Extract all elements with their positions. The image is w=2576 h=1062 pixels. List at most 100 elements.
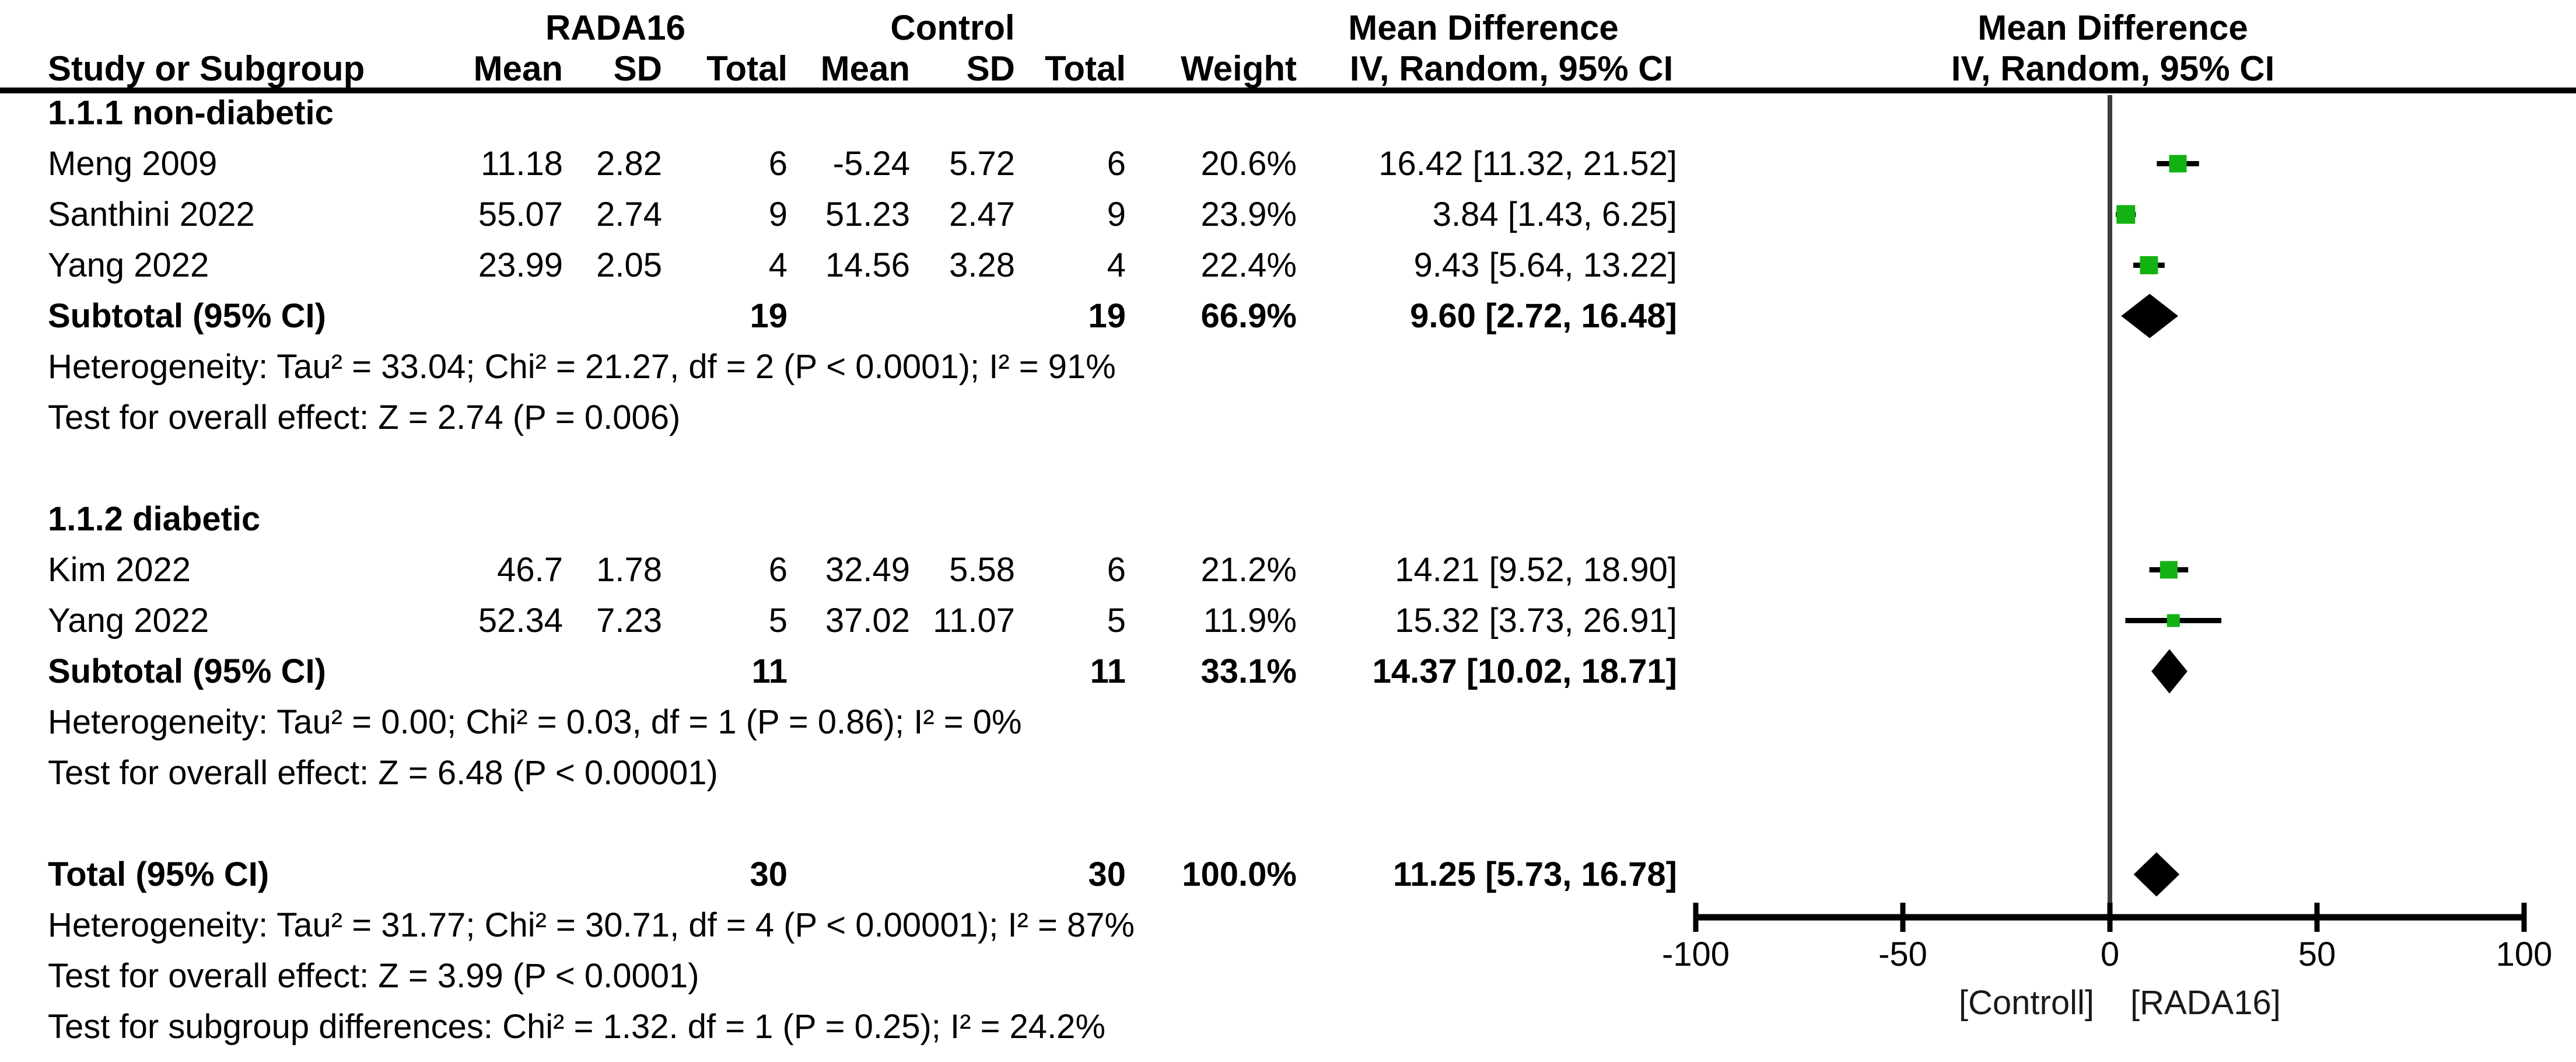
- total-control: 11: [1090, 652, 1126, 690]
- ci-value: 9.60 [2.72, 16.48]: [1410, 297, 1677, 335]
- heterogeneity-line: Heterogeneity: Tau² = 31.77; Chi² = 30.7…: [48, 906, 1135, 944]
- axis-tick-label: 0: [2101, 935, 2119, 973]
- total-diamond: [2133, 852, 2180, 897]
- total-experimental: 19: [750, 297, 788, 335]
- sd-control: 2.47: [949, 195, 1015, 233]
- total-experimental: 30: [750, 855, 788, 893]
- sd-experimental: 7.23: [596, 602, 662, 640]
- stat-row: Test for overall effect: Z = 3.99 (P < 0…: [0, 951, 2576, 1001]
- total-control: 30: [1088, 855, 1126, 893]
- study-label: Total (95% CI): [48, 855, 270, 893]
- favours-experimental-label: [RADA16]: [2130, 984, 2281, 1022]
- subtotal-row: Subtotal (95% CI) 11 11 33.1% 14.37 [10.02, …: [0, 646, 2576, 697]
- weight-value: 23.9%: [1200, 195, 1297, 233]
- mean-experimental: 46.7: [497, 551, 563, 589]
- sd-experimental: 2.74: [596, 195, 662, 233]
- overall-effect-line: Test for overall effect: Z = 2.74 (P = 0…: [48, 399, 681, 436]
- total-experimental: 6: [768, 551, 788, 589]
- col-header-sd-exp: SD: [613, 49, 662, 88]
- effect-square: [2166, 614, 2180, 627]
- subtotal-row: Subtotal (95% CI) 19 19 66.9% 9.60 [2.72, 16…: [0, 291, 2576, 341]
- mean-experimental: 55.07: [478, 195, 563, 233]
- total-row: Total (95% CI) 30 30 100.0% 11.25 [5.73, 16.…: [0, 849, 2576, 900]
- sd-control: 11.07: [933, 602, 1015, 640]
- effect-column-header: Mean Difference: [1348, 8, 1619, 47]
- sd-control: 3.28: [949, 246, 1015, 284]
- study-label: Subtotal (95% CI): [48, 652, 326, 690]
- weight-value: 21.2%: [1200, 551, 1297, 589]
- weight-value: 100.0%: [1182, 855, 1297, 893]
- mean-experimental: 52.34: [478, 602, 563, 640]
- stat-row: Heterogeneity: Tau² = 33.04; Chi² = 21.2…: [0, 341, 2576, 392]
- effect-square: [2169, 155, 2187, 173]
- total-control: 9: [1107, 195, 1126, 233]
- control-group-header: Control: [890, 8, 1015, 47]
- mean-control: 37.02: [825, 602, 910, 640]
- subgroup-label: 1.1.1 non-diabetic: [48, 94, 334, 132]
- col-header-study: Study or Subgroup: [48, 49, 365, 88]
- effect-square: [2140, 256, 2158, 274]
- subgroup-differences-line: Test for subgroup differences: Chi² = 1.…: [48, 1008, 1106, 1046]
- weight-value: 22.4%: [1200, 246, 1297, 284]
- total-experimental: 9: [768, 195, 788, 233]
- ci-value: 14.37 [10.02, 18.71]: [1372, 652, 1677, 690]
- group-row: 1.1.2 diabetic: [0, 494, 2576, 544]
- ci-value: 16.42 [11.32, 21.52]: [1378, 145, 1677, 183]
- overall-effect-line: Test for overall effect: Z = 6.48 (P < 0…: [48, 754, 718, 792]
- favours-control-label: [Controll]: [1959, 984, 2094, 1022]
- total-control: 5: [1107, 602, 1126, 640]
- col-header-ci: IV, Random, 95% CI: [1349, 49, 1674, 88]
- mean-control: 14.56: [825, 246, 910, 284]
- heterogeneity-line: Heterogeneity: Tau² = 0.00; Chi² = 0.03,…: [48, 703, 1022, 741]
- mean-control: 32.49: [825, 551, 910, 589]
- study-row: Yang 2022 23.99 2.05 4 14.56 3.28 4 22.4% 9.43 […: [0, 240, 2576, 291]
- col-header-mean-exp: Mean: [473, 49, 563, 88]
- total-control: 19: [1088, 297, 1126, 335]
- col-header-ci-plot: IV, Random, 95% CI: [1951, 49, 2275, 88]
- col-header-weight: Weight: [1181, 49, 1297, 88]
- sd-control: 5.58: [949, 551, 1015, 589]
- mean-control: -5.24: [832, 145, 910, 183]
- weight-value: 20.6%: [1200, 145, 1297, 183]
- weight-value: 33.1%: [1200, 652, 1297, 690]
- axis-tick-label: 50: [2298, 935, 2336, 973]
- stat-row: Test for subgroup differences: Chi² = 1.…: [0, 1001, 2576, 1052]
- subgroup-label: 1.1.2 diabetic: [48, 500, 261, 538]
- effect-plot-header: Mean Difference: [1978, 8, 2248, 47]
- subtotal-diamond: [2121, 294, 2179, 338]
- study-row: Kim 2022 46.7 1.78 6 32.49 5.58 6 21.2% 14.21 [9…: [0, 544, 2576, 595]
- mean-control: 51.23: [825, 195, 910, 233]
- stat-row: Heterogeneity: Tau² = 0.00; Chi² = 0.03,…: [0, 697, 2576, 747]
- study-label: Meng 2009: [48, 145, 218, 183]
- study-row: Santhini 2022 55.07 2.74 9 51.23 2.47 9 23.9% 3.…: [0, 189, 2576, 240]
- experimental-group-header: RADA16: [545, 8, 686, 47]
- effect-square: [2116, 205, 2136, 224]
- ci-value: 14.21 [9.52, 18.90]: [1395, 551, 1677, 589]
- total-experimental: 5: [768, 602, 788, 640]
- col-header-mean-ctl: Mean: [820, 49, 910, 88]
- study-label: Yang 2022: [48, 246, 209, 284]
- total-control: 4: [1107, 246, 1126, 284]
- study-row: Yang 2022 52.34 7.23 5 37.02 11.07 5 11.9% 15.32…: [0, 595, 2576, 646]
- stat-row: Test for overall effect: Z = 2.74 (P = 0…: [0, 392, 2576, 443]
- overall-effect-line: Test for overall effect: Z = 3.99 (P < 0…: [48, 957, 699, 995]
- study-label: Santhini 2022: [48, 195, 255, 233]
- total-experimental: 11: [751, 652, 788, 690]
- col-header-sd-ctl: SD: [966, 49, 1015, 88]
- axis-tick-label: -100: [1662, 935, 1730, 973]
- sd-experimental: 1.78: [596, 551, 662, 589]
- stat-row: Heterogeneity: Tau² = 31.77; Chi² = 30.7…: [0, 900, 2576, 951]
- stat-row: Test for overall effect: Z = 6.48 (P < 0…: [0, 747, 2576, 798]
- ci-value: 3.84 [1.43, 6.25]: [1432, 195, 1677, 233]
- total-control: 6: [1107, 145, 1126, 183]
- group-row: 1.1.1 non-diabetic: [0, 88, 2576, 138]
- study-row: Meng 2009 11.18 2.82 6 -5.24 5.72 6 20.6% 16.42 …: [0, 138, 2576, 189]
- effect-square: [2160, 561, 2178, 579]
- sd-experimental: 2.05: [596, 246, 662, 284]
- ci-value: 15.32 [3.73, 26.91]: [1395, 602, 1677, 640]
- axis-tick-label: -50: [1878, 935, 1927, 973]
- study-label: Kim 2022: [48, 551, 191, 589]
- col-header-total-exp: Total: [706, 49, 788, 88]
- sd-control: 5.72: [949, 145, 1015, 183]
